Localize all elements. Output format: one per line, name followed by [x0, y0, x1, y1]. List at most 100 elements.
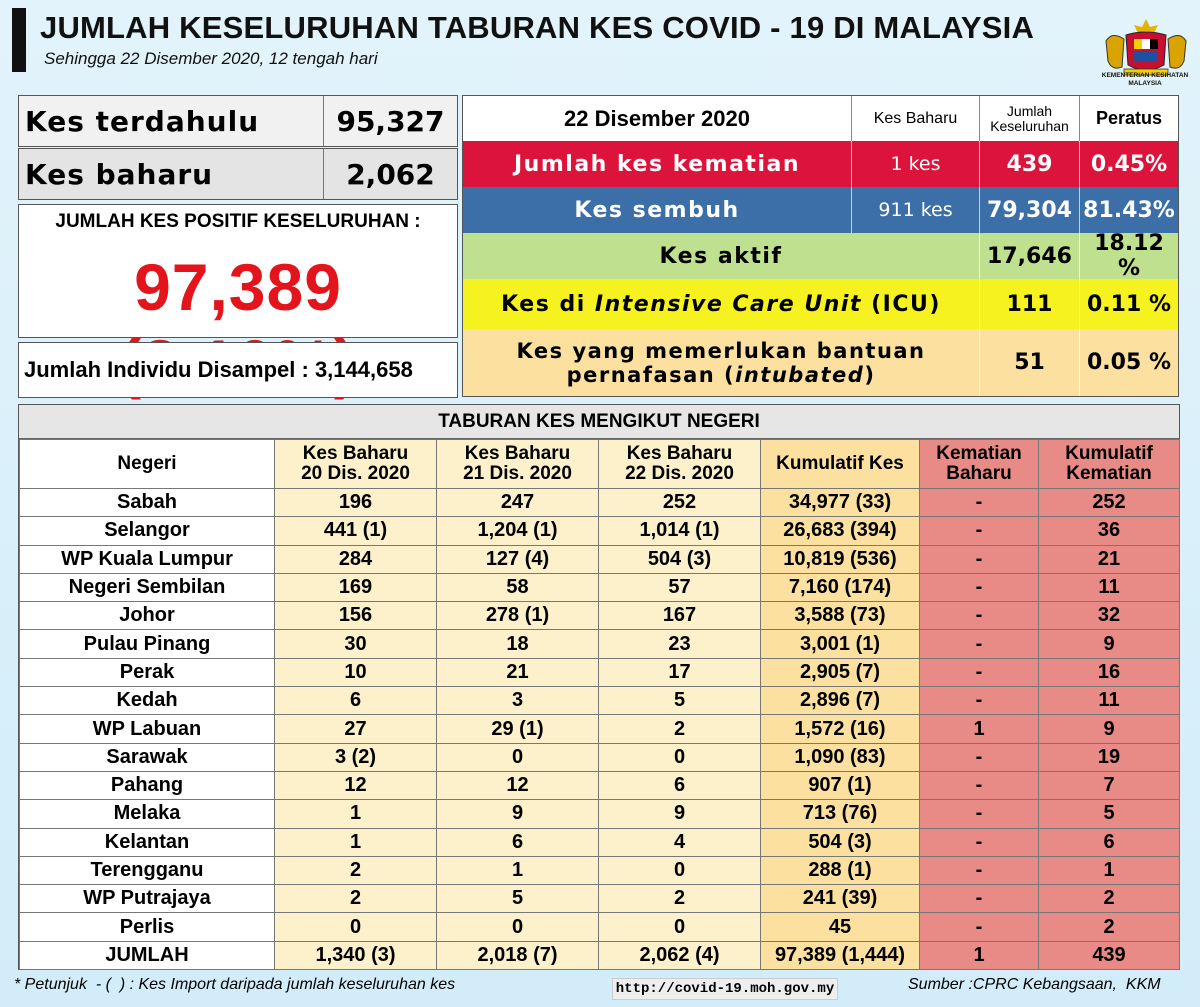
- recovered-total: 79,304: [979, 187, 1079, 233]
- cell-state-name: Kelantan: [19, 827, 275, 857]
- header-new-22: Kes Baharu 22 Dis. 2020: [598, 439, 761, 489]
- death-label: Jumlah kes kematian: [514, 151, 800, 177]
- cell-new-21: 12: [436, 770, 599, 801]
- cell-cumulative-deaths: 19: [1038, 742, 1180, 772]
- cell-cumulative: 45: [760, 912, 920, 942]
- cell-state-name: WP Kuala Lumpur: [19, 544, 275, 574]
- cell-new-22: 17: [598, 657, 761, 688]
- ministry-label: KEMENTERIAN KESIHATAN MALAYSIA: [1101, 72, 1189, 87]
- death-total: 439: [979, 141, 1079, 187]
- cell-new-21: 9: [436, 799, 599, 829]
- cell-new-22: 0: [598, 912, 761, 942]
- cell-cumulative-deaths: 21: [1038, 544, 1180, 574]
- cell-new-22: 6: [598, 770, 761, 801]
- table-row: Kedah 6 3 5 2,896 (7) -11: [19, 686, 1180, 716]
- cell-new-21: 1: [436, 855, 599, 886]
- new-cases-row: Kes baharu 2,062: [18, 148, 458, 200]
- cell-new-21: 5: [436, 884, 599, 914]
- status-header-row: 22 Disember 2020 Kes Baharu Jumlah Keselu…: [463, 96, 1178, 141]
- cell-state-name: Johor: [19, 601, 275, 631]
- intubated-row: Kes yang memerlukan bantuan pernafasan (…: [463, 329, 1178, 396]
- cell-state-name: Melaka: [19, 799, 275, 829]
- cell-new-21: 3: [436, 686, 599, 716]
- header-new-20: Kes Baharu 20 Dis. 2020: [274, 439, 437, 489]
- cell-state-name: Sabah: [19, 487, 275, 518]
- footer-url-link[interactable]: http://covid-19.moh.gov.my: [612, 978, 838, 1000]
- cell-new-21: 21: [436, 657, 599, 688]
- cell-cumulative-deaths: 6: [1038, 827, 1180, 857]
- cell-state-name: Sarawak: [19, 742, 275, 772]
- cell-cumulative-deaths: 2: [1038, 912, 1180, 942]
- cell-new-22: 504 (3): [598, 544, 761, 574]
- cell-new-21: 0: [436, 742, 599, 772]
- footer-note: * Petunjuk - ( ) : Kes Import daripada j…: [14, 976, 456, 993]
- new-cases-value: 2,062: [323, 149, 457, 199]
- cell-cumulative: 97,389 (1,444): [760, 940, 920, 971]
- death-percent: 0.45%: [1079, 141, 1178, 187]
- table-row: Negeri Sembilan 169 58 57 7,160 (174) -11: [19, 572, 1180, 603]
- cell-new-20: 2: [274, 884, 437, 914]
- cell-new-21: 127 (4): [436, 544, 599, 574]
- cell-new-22: 9: [598, 799, 761, 829]
- active-label: Kes aktif: [659, 243, 783, 269]
- cell-new-21: 247: [436, 487, 599, 518]
- recovered-percent: 81.43%: [1079, 187, 1178, 233]
- header-cumulative: Kumulatif Kes: [760, 439, 920, 489]
- cell-cumulative-deaths: 36: [1038, 516, 1180, 546]
- active-total: 17,646: [979, 233, 1079, 279]
- recovered-new: 911 kes: [851, 187, 979, 233]
- status-table: 22 Disember 2020 Kes Baharu Jumlah Keselu…: [462, 95, 1179, 397]
- cell-state-name: Kedah: [19, 686, 275, 716]
- table-row: Sabah 196 247 252 34,977 (33) -252: [19, 487, 1180, 518]
- cell-new-22: 2: [598, 884, 761, 914]
- title-accent-bar: [12, 8, 26, 72]
- header-new-21: Kes Baharu 21 Dis. 2020: [436, 439, 599, 489]
- table-row: Melaka 1 9 9 713 (76) -5: [19, 799, 1180, 829]
- cell-new-21: 29 (1): [436, 714, 599, 744]
- cell-new-20: 169: [274, 572, 437, 603]
- cell-state-name: Perak: [19, 657, 275, 688]
- cell-cumulative-deaths: 32: [1038, 601, 1180, 631]
- table-row: Sarawak 3 (2) 0 0 1,090 (83) -19: [19, 742, 1180, 772]
- cell-cumulative-deaths: 11: [1038, 572, 1180, 603]
- previous-cases-row: Kes terdahulu 95,327: [18, 95, 458, 147]
- status-date: 22 Disember 2020: [564, 105, 750, 131]
- cell-state-name: Pulau Pinang: [19, 629, 275, 659]
- cell-new-deaths: -: [919, 601, 1039, 631]
- status-header-percent: Peratus: [1079, 96, 1178, 141]
- cell-new-20: 12: [274, 770, 437, 801]
- cell-cumulative: 34,977 (33): [760, 487, 920, 518]
- page-subtitle: Sehingga 22 Disember 2020, 12 tengah har…: [44, 49, 378, 68]
- total-positive-label: JUMLAH KES POSITIF KESELURUHAN :: [55, 211, 421, 232]
- death-new: 1 kes: [851, 141, 979, 187]
- death-row: Jumlah kes kematian 1 kes 439 0.45%: [463, 141, 1178, 187]
- cell-new-20: 196: [274, 487, 437, 518]
- cell-state-name: Perlis: [19, 912, 275, 942]
- cell-new-deaths: -: [919, 657, 1039, 688]
- cell-cumulative-deaths: 7: [1038, 770, 1180, 801]
- table-row: WP Labuan 27 29 (1) 2 1,572 (16) 1 9: [19, 714, 1180, 744]
- cell-new-deaths: -: [919, 487, 1039, 518]
- cell-new-21: 58: [436, 572, 599, 603]
- state-table: Negeri Kes Baharu 20 Dis. 2020 Kes Baharu…: [19, 439, 1180, 971]
- cell-new-22: 252: [598, 487, 761, 518]
- cell-cumulative: 713 (76): [760, 799, 920, 829]
- cell-state-name: WP Putrajaya: [19, 884, 275, 914]
- cell-new-22: 23: [598, 629, 761, 659]
- previous-cases-value: 95,327: [323, 96, 457, 146]
- cell-new-deaths: -: [919, 855, 1039, 886]
- cell-new-20: 10: [274, 657, 437, 688]
- table-row: Terengganu 2 1 0 288 (1) -1: [19, 855, 1180, 886]
- cell-new-20: 284: [274, 544, 437, 574]
- cell-new-deaths: -: [919, 572, 1039, 603]
- cell-new-20: 2: [274, 855, 437, 886]
- cell-new-21: 278 (1): [436, 601, 599, 631]
- table-row: Johor 156 278 (1) 167 3,588 (73) -32: [19, 601, 1180, 631]
- cell-new-deaths: 1: [919, 940, 1039, 971]
- cell-cumulative: 1,572 (16): [760, 714, 920, 744]
- cell-new-20: 441 (1): [274, 516, 437, 546]
- cell-cumulative: 504 (3): [760, 827, 920, 857]
- cell-new-deaths: -: [919, 884, 1039, 914]
- cell-new-21: 1,204 (1): [436, 516, 599, 546]
- total-positive-box: JUMLAH KES POSITIF KESELURUHAN : 97,389 …: [18, 204, 458, 400]
